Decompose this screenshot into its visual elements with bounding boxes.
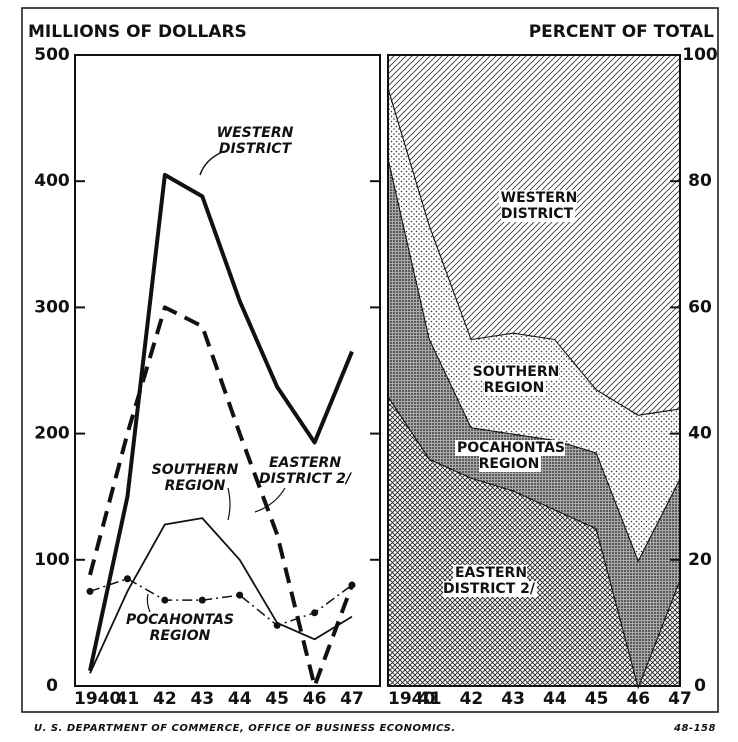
y-tick-label: 100 — [34, 550, 70, 570]
line-series — [89, 517, 353, 674]
point — [123, 575, 131, 583]
point — [198, 596, 206, 604]
area-label: POCAHONTAS REGION — [445, 440, 575, 472]
x-tick-label: 46 — [303, 689, 327, 709]
area-label: WESTERN DISTRICT — [478, 190, 598, 222]
area-series — [388, 155, 680, 686]
y-tick-label: 400 — [34, 171, 70, 191]
y-tick-label: 300 — [34, 297, 70, 317]
y-tick-label: 0 — [694, 676, 706, 696]
line-series — [88, 172, 354, 672]
leader — [227, 487, 231, 521]
y-tick-label: 60 — [688, 297, 712, 317]
x-tick-label: 45 — [265, 689, 289, 709]
leader — [199, 151, 223, 176]
y-tick-label: 80 — [688, 171, 712, 191]
line-series — [89, 577, 353, 627]
label-text: SOUTHERN REGION — [470, 364, 560, 396]
area-label: EASTERN DISTRICT 2/ — [430, 565, 550, 597]
point — [311, 609, 319, 617]
series-label: POCAHONTAS REGION — [126, 612, 234, 644]
left-panel-border — [74, 54, 381, 687]
area-series — [388, 395, 680, 686]
point — [348, 581, 356, 589]
point — [236, 591, 244, 599]
x-tick-label: 47 — [668, 689, 692, 709]
right-axis-title: PERCENT OF TOTAL — [529, 22, 714, 42]
x-tick-label: 1940 — [388, 689, 435, 709]
point — [273, 621, 281, 629]
leader — [146, 593, 151, 613]
y-tick-label: 40 — [688, 424, 712, 444]
left-axis-title: MILLIONS OF DOLLARS — [28, 22, 247, 42]
x-tick-label: 43 — [190, 689, 214, 709]
y-tick-label: 0 — [46, 676, 58, 696]
frame — [21, 7, 719, 713]
area-label: SOUTHERN REGION — [455, 364, 575, 396]
series-label: EASTERN DISTRICT 2/ — [258, 455, 351, 487]
x-tick-label: 42 — [153, 689, 177, 709]
x-tick-label: 47 — [340, 689, 364, 709]
x-tick-label: 41 — [116, 689, 140, 709]
label-text: POCAHONTAS REGION — [455, 440, 565, 472]
x-tick-label: 1940 — [74, 689, 121, 709]
label-text: EASTERN DISTRICT 2/ — [442, 565, 537, 597]
leader — [254, 487, 286, 513]
line-series — [88, 305, 354, 688]
x-tick-label: 44 — [228, 689, 252, 709]
source-note: U. S. DEPARTMENT OF COMMERCE, OFFICE OF … — [34, 723, 456, 734]
area-series — [388, 55, 680, 415]
x-tick-label: 43 — [501, 689, 525, 709]
x-tick-label: 45 — [585, 689, 609, 709]
x-tick-label: 41 — [418, 689, 442, 709]
right-panel-border — [387, 54, 681, 687]
y-tick-label: 20 — [688, 550, 712, 570]
series-label: SOUTHERN REGION — [151, 462, 239, 494]
y-tick-label: 200 — [34, 424, 70, 444]
point — [161, 596, 169, 604]
x-tick-label: 42 — [460, 689, 484, 709]
series-label: WESTERN DISTRICT — [216, 125, 294, 157]
chart-code: 48-158 — [674, 723, 716, 734]
area-series — [388, 86, 680, 560]
point — [86, 587, 94, 595]
x-tick-label: 46 — [626, 689, 650, 709]
label-text: WESTERN DISTRICT — [498, 190, 578, 222]
x-tick-label: 44 — [543, 689, 567, 709]
y-tick-label: 500 — [34, 45, 70, 65]
y-tick-label: 100 — [682, 45, 718, 65]
